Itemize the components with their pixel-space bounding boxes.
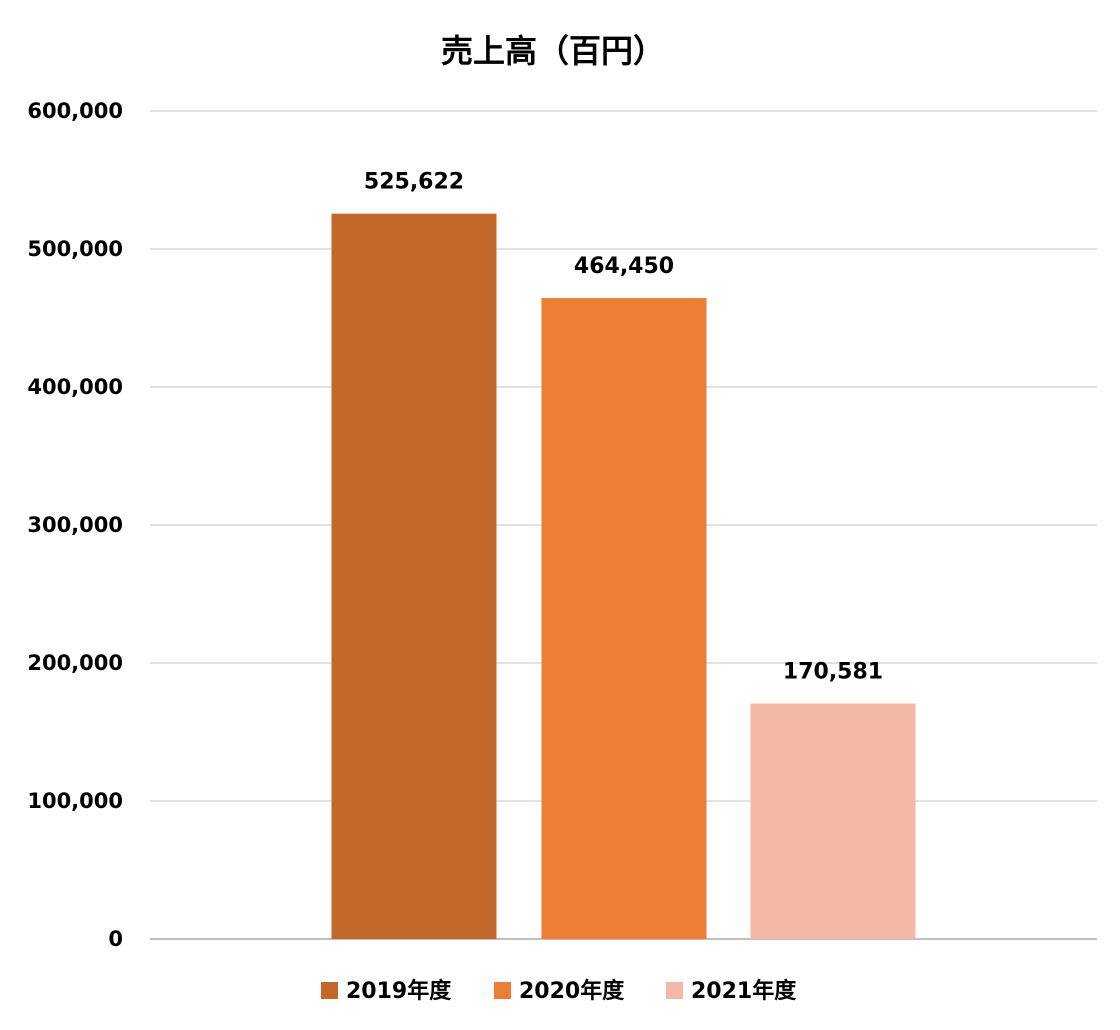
bar-2019年度 <box>331 213 497 939</box>
legend-swatch <box>494 982 511 999</box>
chart-title: 売上高（百円） <box>441 32 665 70</box>
legend-swatch <box>666 982 683 999</box>
y-tick-label: 300,000 <box>27 513 123 537</box>
y-tick-label: 500,000 <box>27 237 123 261</box>
legend-swatch <box>321 982 338 999</box>
y-tick-label: 100,000 <box>27 789 123 813</box>
data-label: 464,450 <box>574 254 674 279</box>
y-tick-label: 600,000 <box>27 99 123 123</box>
data-label: 170,581 <box>783 660 883 685</box>
bars <box>331 213 916 940</box>
legend-label: 2019年度 <box>346 978 452 1004</box>
y-axis-tick-labels: 0 100,000 200,000 300,000 400,000 500,000 600,… <box>27 99 123 951</box>
bar-2020年度 <box>541 298 707 940</box>
data-label: 525,622 <box>364 170 464 195</box>
legend: 2019年度 2020年度 2021年度 <box>321 978 797 1004</box>
y-tick-label: 400,000 <box>27 375 123 399</box>
legend-label: 2021年度 <box>691 978 797 1004</box>
y-tick-label: 0 <box>108 927 123 951</box>
y-tick-label: 200,000 <box>27 651 123 675</box>
data-labels: 525,622 464,450 170,581 <box>364 170 883 685</box>
bar-2021年度 <box>750 703 916 939</box>
legend-label: 2020年度 <box>519 978 625 1004</box>
